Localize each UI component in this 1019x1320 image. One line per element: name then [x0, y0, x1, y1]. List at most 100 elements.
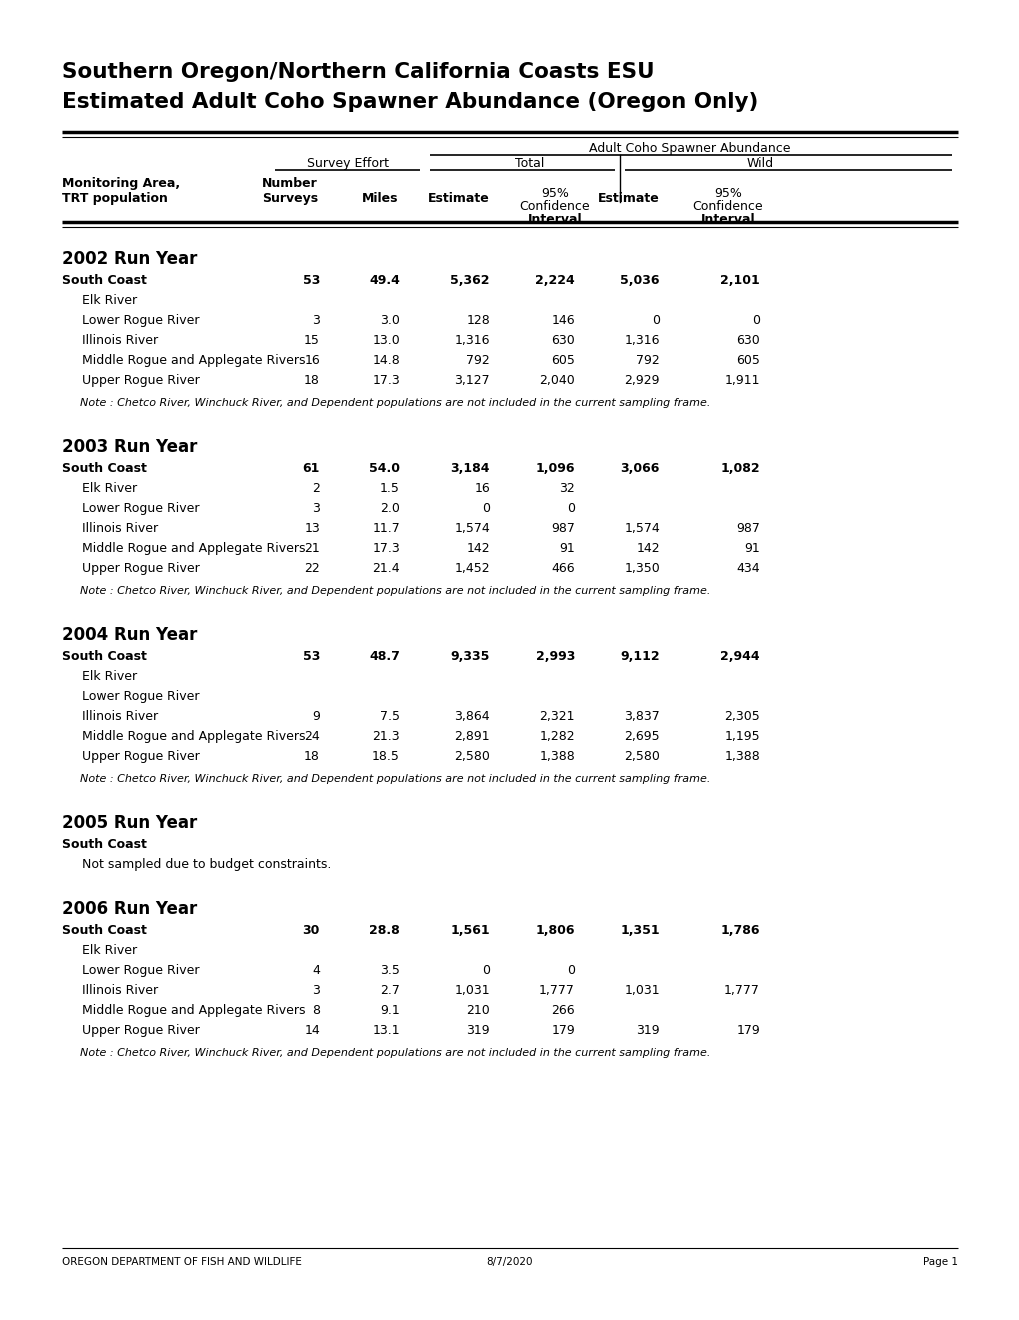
Text: 17.3: 17.3 — [372, 374, 399, 387]
Text: 0: 0 — [482, 502, 489, 515]
Text: 9,112: 9,112 — [620, 649, 659, 663]
Text: 2,224: 2,224 — [535, 275, 575, 286]
Text: 48.7: 48.7 — [369, 649, 399, 663]
Text: 22: 22 — [304, 562, 320, 576]
Text: Illinois River: Illinois River — [82, 334, 158, 347]
Text: 61: 61 — [303, 462, 320, 475]
Text: 8/7/2020: 8/7/2020 — [486, 1257, 533, 1267]
Text: 91: 91 — [744, 543, 759, 554]
Text: Upper Rogue River: Upper Rogue River — [82, 562, 200, 576]
Text: South Coast: South Coast — [62, 649, 147, 663]
Text: Illinois River: Illinois River — [82, 710, 158, 723]
Text: 179: 179 — [736, 1024, 759, 1038]
Text: 17.3: 17.3 — [372, 543, 399, 554]
Text: 1,777: 1,777 — [539, 983, 575, 997]
Text: 1,388: 1,388 — [539, 750, 575, 763]
Text: Surveys: Surveys — [262, 191, 318, 205]
Text: 2,580: 2,580 — [624, 750, 659, 763]
Text: 14.8: 14.8 — [372, 354, 399, 367]
Text: 95%: 95% — [540, 187, 569, 201]
Text: 7.5: 7.5 — [380, 710, 399, 723]
Text: 5,036: 5,036 — [620, 275, 659, 286]
Text: 13: 13 — [304, 521, 320, 535]
Text: 16: 16 — [304, 354, 320, 367]
Text: Illinois River: Illinois River — [82, 521, 158, 535]
Text: 0: 0 — [482, 964, 489, 977]
Text: South Coast: South Coast — [62, 838, 147, 851]
Text: 9: 9 — [312, 710, 320, 723]
Text: 630: 630 — [736, 334, 759, 347]
Text: 142: 142 — [466, 543, 489, 554]
Text: 319: 319 — [466, 1024, 489, 1038]
Text: 987: 987 — [736, 521, 759, 535]
Text: Illinois River: Illinois River — [82, 983, 158, 997]
Text: Total: Total — [515, 157, 544, 170]
Text: 49.4: 49.4 — [369, 275, 399, 286]
Text: 128: 128 — [466, 314, 489, 327]
Text: South Coast: South Coast — [62, 462, 147, 475]
Text: 0: 0 — [651, 314, 659, 327]
Text: Miles: Miles — [361, 191, 397, 205]
Text: 1,316: 1,316 — [454, 334, 489, 347]
Text: 53: 53 — [303, 275, 320, 286]
Text: Wild: Wild — [746, 157, 772, 170]
Text: 1,786: 1,786 — [719, 924, 759, 937]
Text: Note : Chetco River, Winchuck River, and Dependent populations are not included : Note : Chetco River, Winchuck River, and… — [79, 1048, 709, 1059]
Text: 54.0: 54.0 — [369, 462, 399, 475]
Text: Not sampled due to budget constraints.: Not sampled due to budget constraints. — [82, 858, 331, 871]
Text: 14: 14 — [304, 1024, 320, 1038]
Text: 1,911: 1,911 — [723, 374, 759, 387]
Text: 1,452: 1,452 — [453, 562, 489, 576]
Text: Note : Chetco River, Winchuck River, and Dependent populations are not included : Note : Chetco River, Winchuck River, and… — [79, 399, 709, 408]
Text: 53: 53 — [303, 649, 320, 663]
Text: 179: 179 — [550, 1024, 575, 1038]
Text: 0: 0 — [751, 314, 759, 327]
Text: 3,864: 3,864 — [453, 710, 489, 723]
Text: 24: 24 — [304, 730, 320, 743]
Text: 792: 792 — [466, 354, 489, 367]
Text: 1,096: 1,096 — [535, 462, 575, 475]
Text: 3,127: 3,127 — [453, 374, 489, 387]
Text: 1,350: 1,350 — [624, 562, 659, 576]
Text: Middle Rogue and Applegate Rivers: Middle Rogue and Applegate Rivers — [82, 1005, 306, 1016]
Text: Upper Rogue River: Upper Rogue River — [82, 750, 200, 763]
Text: 0: 0 — [567, 964, 575, 977]
Text: Southern Oregon/Northern California Coasts ESU: Southern Oregon/Northern California Coas… — [62, 62, 654, 82]
Text: 605: 605 — [736, 354, 759, 367]
Text: 1,574: 1,574 — [453, 521, 489, 535]
Text: 21.4: 21.4 — [372, 562, 399, 576]
Text: 142: 142 — [636, 543, 659, 554]
Text: 2,993: 2,993 — [535, 649, 575, 663]
Text: 8: 8 — [312, 1005, 320, 1016]
Text: TRT population: TRT population — [62, 191, 168, 205]
Text: 15: 15 — [304, 334, 320, 347]
Text: 210: 210 — [466, 1005, 489, 1016]
Text: 91: 91 — [558, 543, 575, 554]
Text: 2003 Run Year: 2003 Run Year — [62, 438, 198, 455]
Text: Confidence: Confidence — [692, 201, 762, 213]
Text: 1,031: 1,031 — [453, 983, 489, 997]
Text: OREGON DEPARTMENT OF FISH AND WILDLIFE: OREGON DEPARTMENT OF FISH AND WILDLIFE — [62, 1257, 302, 1267]
Text: Middle Rogue and Applegate Rivers: Middle Rogue and Applegate Rivers — [82, 730, 306, 743]
Text: 18: 18 — [304, 374, 320, 387]
Text: 3: 3 — [312, 502, 320, 515]
Text: Interval: Interval — [700, 213, 755, 226]
Text: Interval: Interval — [527, 213, 582, 226]
Text: 1,806: 1,806 — [535, 924, 575, 937]
Text: 11.7: 11.7 — [372, 521, 399, 535]
Text: 1,082: 1,082 — [719, 462, 759, 475]
Text: Middle Rogue and Applegate Rivers: Middle Rogue and Applegate Rivers — [82, 543, 306, 554]
Text: Elk River: Elk River — [82, 671, 137, 682]
Text: Lower Rogue River: Lower Rogue River — [82, 690, 200, 704]
Text: 13.1: 13.1 — [372, 1024, 399, 1038]
Text: Lower Rogue River: Lower Rogue River — [82, 964, 200, 977]
Text: South Coast: South Coast — [62, 275, 147, 286]
Text: 1,351: 1,351 — [620, 924, 659, 937]
Text: 30: 30 — [303, 924, 320, 937]
Text: 1,561: 1,561 — [450, 924, 489, 937]
Text: Page 1: Page 1 — [922, 1257, 957, 1267]
Text: 3,184: 3,184 — [450, 462, 489, 475]
Text: Lower Rogue River: Lower Rogue River — [82, 314, 200, 327]
Text: 0: 0 — [567, 502, 575, 515]
Text: Note : Chetco River, Winchuck River, and Dependent populations are not included : Note : Chetco River, Winchuck River, and… — [79, 586, 709, 597]
